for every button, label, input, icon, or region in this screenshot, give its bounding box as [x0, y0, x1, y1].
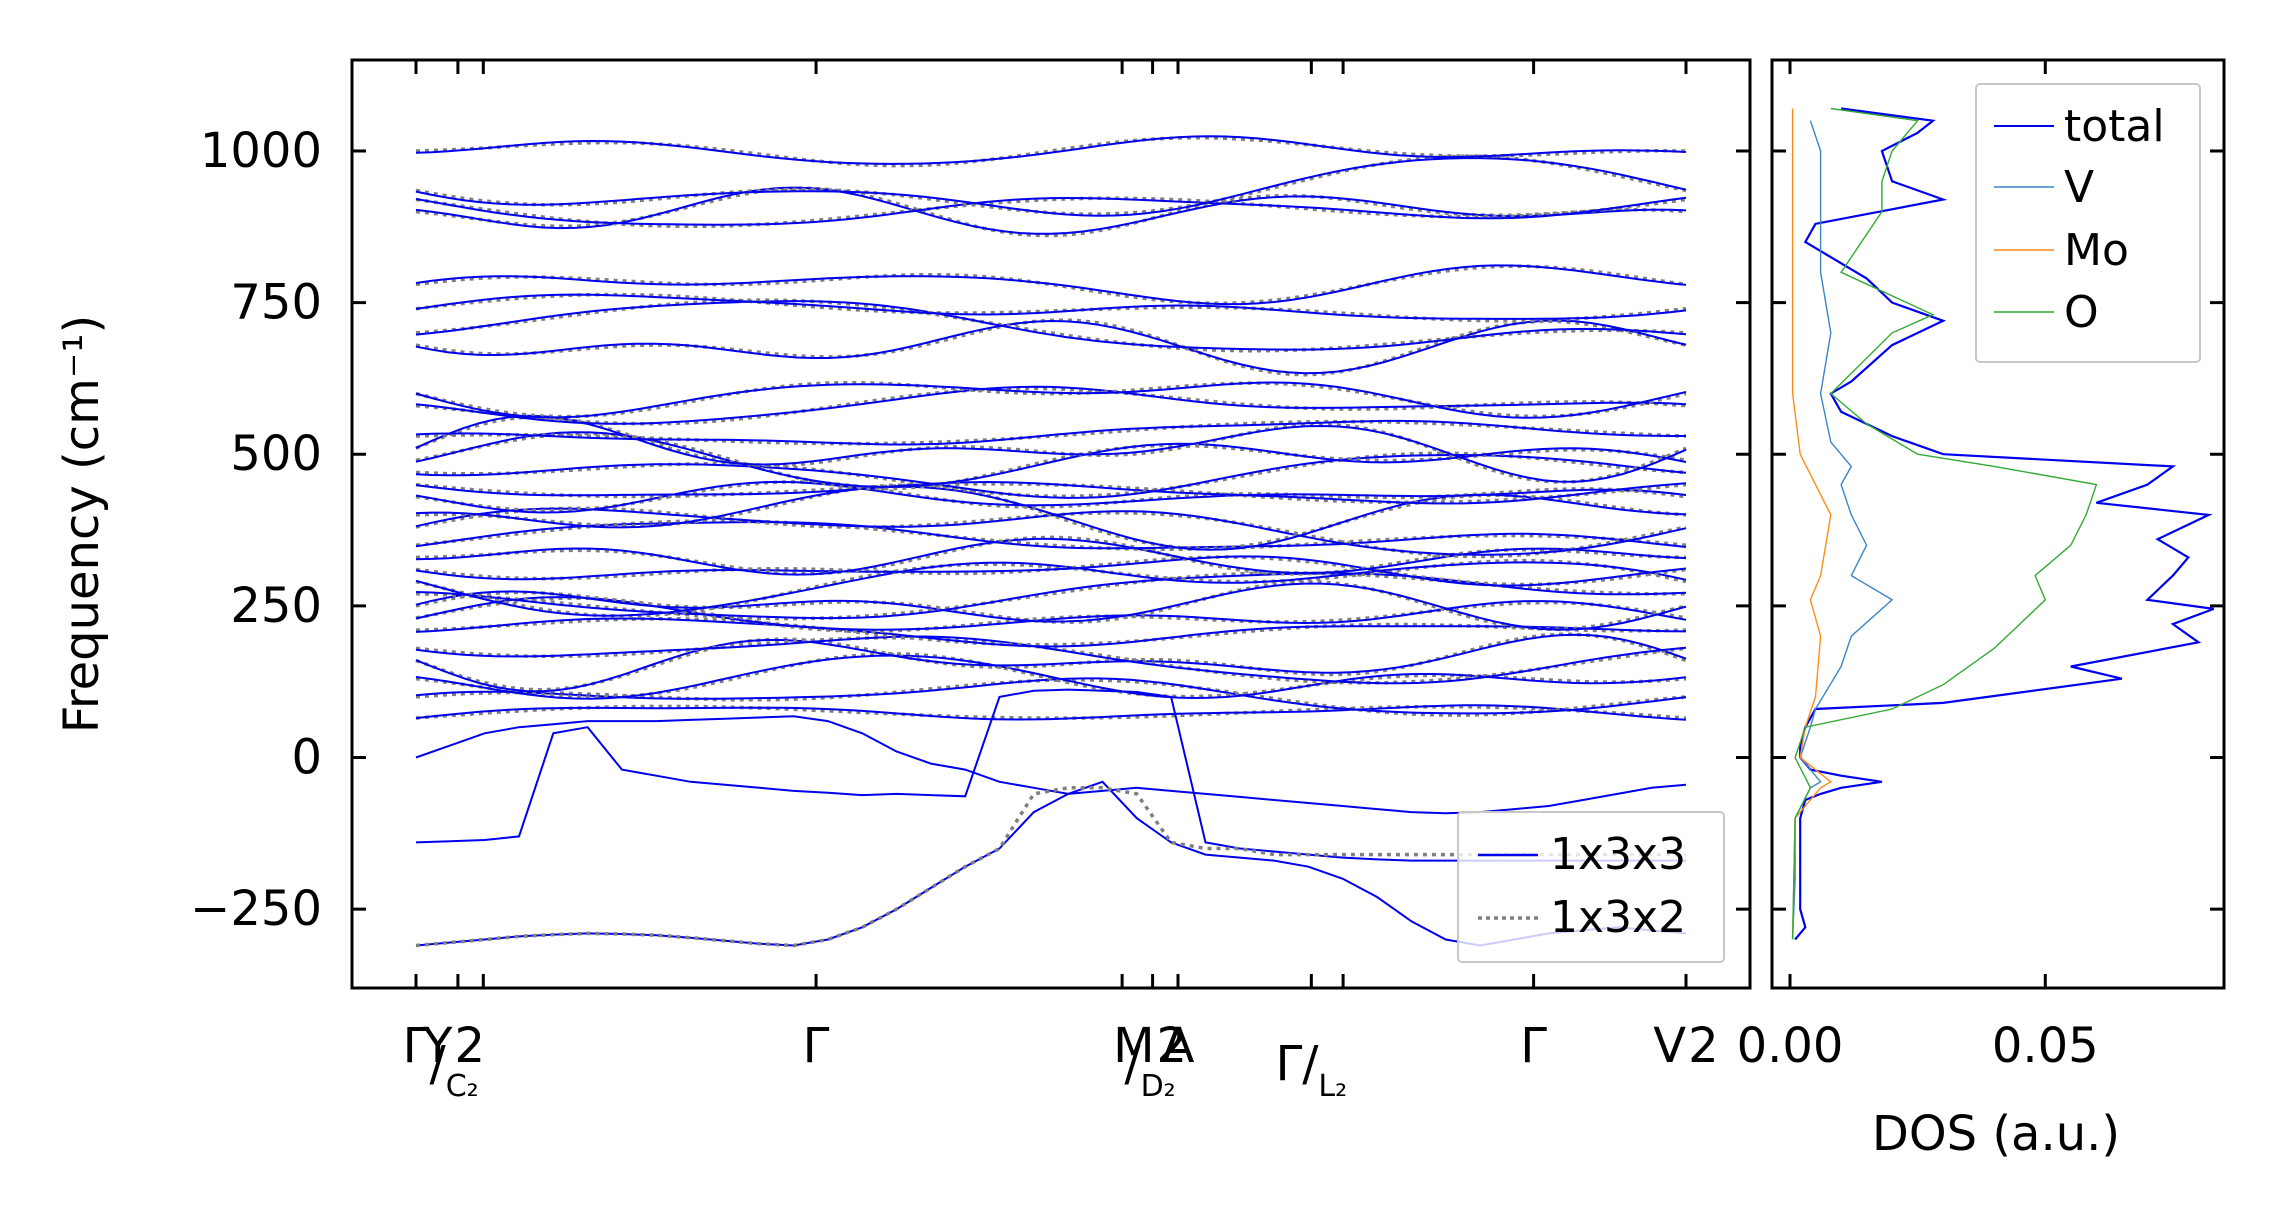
band-1x3x3 — [415, 617, 1687, 648]
band-legend: 1x3x3 1x3x2 — [1457, 811, 1725, 963]
band-1x3x3 — [415, 480, 1687, 505]
x-axis-label: DOS (a.u.) — [1872, 1106, 2120, 1162]
dos-x-tick-label: 0.05 — [1992, 1018, 2099, 1074]
dos-line-mo — [1791, 108, 1833, 940]
y-axis-ticks: −250 0 250 500 750 1000 — [190, 123, 1750, 937]
band-1x3x2 — [415, 186, 1687, 238]
band-1x3x3 — [415, 319, 1687, 375]
band-1x3x3 — [415, 381, 1687, 419]
dos-lines — [1791, 107, 2215, 941]
band-1x3x3 — [415, 654, 1687, 700]
dos-legend-frame — [1975, 83, 2201, 363]
band-1x3x2 — [415, 652, 1687, 699]
band-1x3x2 — [415, 596, 1687, 634]
band-1x3x2 — [415, 264, 1687, 306]
band-1x3x3 — [415, 582, 1687, 631]
band-1x3x3 — [415, 196, 1687, 226]
legend-label-o: O — [2064, 287, 2099, 338]
legend-label-total: total — [2064, 101, 2165, 152]
x-tick-label: Γ — [803, 1018, 830, 1074]
band-1x3x3 — [415, 561, 1687, 617]
band-1x3x2 — [415, 154, 1687, 216]
band-1x3x3 — [415, 537, 1687, 576]
band-1x3x3 — [415, 385, 1687, 425]
x-tick-label: Γ/L₂ — [1276, 1036, 1348, 1104]
band-legend-frame — [1457, 811, 1725, 963]
x-tick-label: Γ — [1520, 1018, 1547, 1074]
band-1x3x3 — [415, 135, 1687, 165]
band-1x3x3 — [415, 414, 1687, 483]
band-1x3x2 — [415, 483, 1687, 551]
band-1x3x2 — [415, 451, 1687, 499]
band-1x3x2 — [415, 635, 1687, 685]
band-1x3x2 — [415, 415, 1687, 484]
y-tick-label: 250 — [230, 578, 322, 634]
band-1x3x2 — [415, 535, 1687, 576]
band-1x3x2 — [415, 632, 1687, 692]
band-plot-frame — [350, 58, 1752, 990]
y-axis-label: Frequency (cm⁻¹) — [54, 315, 110, 733]
dos-line-o — [1791, 107, 2098, 940]
y-tick-label: 0 — [291, 730, 322, 786]
x-tick-label: Γ — [403, 1018, 430, 1074]
band-1x3x3 — [415, 555, 1687, 587]
band-1x3x2 — [415, 506, 1687, 559]
x-tick-label: V2 — [1653, 1018, 1718, 1074]
band-1x3x2 — [415, 571, 1687, 621]
band-1x3x3 — [415, 633, 1687, 693]
band-1x3x2 — [415, 292, 1687, 323]
dos-legend: total V Mo O — [1975, 83, 2201, 363]
band-1x3x3 — [415, 596, 1687, 631]
band-1x3x3 — [415, 704, 1687, 721]
band-1x3x2 — [415, 558, 1687, 618]
band-lines — [415, 135, 1687, 948]
band-1x3x3 — [415, 186, 1687, 235]
y-tick-label: 1000 — [200, 123, 322, 179]
band-1x3x3 — [415, 419, 1686, 446]
band-1x3x3 — [415, 480, 1687, 514]
x-tick-label: Y2 — [422, 1018, 485, 1074]
dos-line-v — [1791, 120, 1894, 940]
band-1x3x3 — [415, 264, 1687, 306]
y-tick-label: 500 — [230, 426, 322, 482]
band-1x3x3 — [415, 507, 1687, 556]
legend-label-mo: Mo — [2064, 225, 2129, 276]
dos-line-total — [1794, 107, 2215, 941]
legend-label-v: V — [2064, 162, 2094, 213]
band-1x3x3 — [415, 300, 1687, 351]
band-1x3x3 — [415, 715, 1687, 815]
y-tick-label: −250 — [190, 881, 322, 937]
band-1x3x3 — [415, 521, 1687, 550]
legend-label-1x3x2: 1x3x2 — [1550, 892, 1686, 943]
dos-axis-ticks: 0.00 0.05 — [1737, 60, 2224, 1074]
dos-x-tick-label: 0.00 — [1737, 1018, 1844, 1074]
band-1x3x3 — [415, 157, 1687, 217]
band-1x3x2 — [415, 482, 1687, 505]
band-1x3x3 — [415, 572, 1687, 620]
x-tick-label: M2 — [1113, 1018, 1187, 1074]
dos-plot-frame — [1770, 58, 2226, 990]
legend-label-1x3x3: 1x3x3 — [1550, 829, 1686, 880]
band-1x3x3 — [415, 635, 1687, 685]
band-1x3x3 — [415, 431, 1687, 488]
x-tick-label: A — [1162, 1018, 1195, 1074]
band-1x3x3 — [415, 293, 1687, 320]
dos-panel: 0.00 0.05 DOS (a.u.) total V Mo O — [1737, 58, 2226, 1162]
y-tick-label: 750 — [230, 275, 322, 331]
